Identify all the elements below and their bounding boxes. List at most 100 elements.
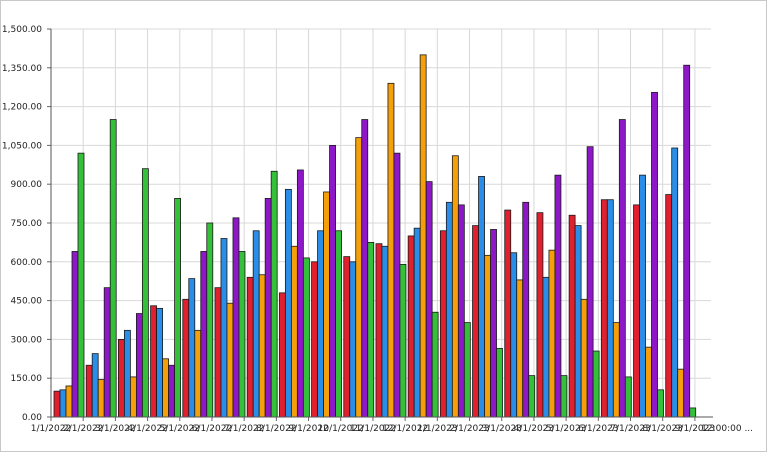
x-tick-label: 5/1/2023 (546, 424, 586, 434)
bar (490, 229, 497, 418)
bar (156, 307, 163, 418)
bar (536, 212, 544, 418)
bar (317, 230, 324, 418)
bar (407, 235, 415, 418)
bar (264, 198, 272, 418)
x-tick-label: 4/1/2023 (514, 424, 554, 434)
y-tick-label: 1,200.00 (2, 103, 42, 113)
bar (361, 119, 369, 418)
bar (59, 389, 67, 418)
bar (606, 199, 614, 418)
bar (109, 119, 117, 418)
bar (542, 276, 550, 418)
bar (671, 147, 679, 418)
x-tick-label: 4/1/2022 (127, 424, 167, 434)
bar (226, 302, 234, 418)
bar (162, 358, 169, 418)
bar (510, 252, 518, 418)
bar (528, 375, 536, 418)
x-tick-label: 2/1/2023 (449, 424, 489, 434)
bar (206, 222, 214, 418)
bar (355, 137, 363, 418)
x-tick-label: 12:00:00 ... (701, 424, 753, 434)
bar (574, 225, 582, 418)
x-tick-label: 8/1/2023 (642, 424, 682, 434)
bar (85, 364, 93, 418)
y-tick-label: 150.00 (11, 374, 43, 384)
bar (381, 245, 389, 418)
bar (560, 375, 568, 418)
bar (451, 155, 459, 418)
bar (445, 201, 453, 418)
bar (484, 254, 491, 418)
bar (174, 198, 181, 418)
bar (463, 322, 471, 418)
y-tick-label: 300.00 (11, 335, 43, 345)
y-tick-labels: 0.00 150.00 300.00 450.00 600.00 750.00 900.00… (2, 25, 42, 423)
bar (399, 263, 407, 418)
bar (232, 217, 240, 418)
bar (387, 82, 395, 418)
x-tick-label: 5/1/2022 (160, 424, 200, 434)
bar (168, 364, 175, 418)
x-tick-label: 3/1/2022 (95, 424, 135, 434)
bar (258, 274, 266, 418)
bar (431, 311, 439, 418)
y-tick-label: 450.00 (11, 297, 43, 307)
bar (586, 146, 594, 418)
bar (252, 230, 260, 418)
bar (516, 279, 524, 418)
bar (651, 91, 658, 418)
bar (129, 376, 137, 418)
bar (238, 251, 246, 418)
bar (496, 348, 503, 418)
x-tick-label: 2/1/2022 (63, 424, 103, 434)
bar (639, 174, 646, 418)
bar (141, 168, 149, 418)
bar (290, 245, 298, 418)
bar (77, 152, 85, 418)
bar (548, 249, 556, 418)
bar (554, 174, 562, 418)
y-tick-label: 0.00 (22, 413, 42, 423)
x-tick-label: 12/1/2022 (382, 424, 428, 434)
bar (522, 201, 530, 418)
y-tick-label: 1,350.00 (2, 64, 42, 74)
x-tick-labels: 1/1/20222/1/20223/1/20224/1/20225/1/2022… (31, 424, 753, 434)
bar (329, 144, 336, 418)
bar (296, 169, 304, 418)
bar (270, 170, 278, 418)
bar (214, 287, 222, 418)
x-tick-label: 3/1/2023 (482, 424, 522, 434)
bar (103, 287, 111, 418)
bar (335, 230, 342, 418)
x-tick-label: 9/1/2022 (288, 424, 328, 434)
bar (457, 204, 465, 418)
bar (123, 329, 131, 418)
bar (413, 227, 421, 418)
bar (677, 368, 685, 418)
y-tick-label: 900.00 (11, 180, 43, 190)
x-tick-label: 10/1/2022 (318, 424, 364, 434)
bar (580, 298, 588, 418)
bar (375, 243, 383, 418)
bar (343, 256, 351, 418)
x-tick-label: 9/1/2023 (675, 424, 715, 434)
bar (645, 346, 652, 418)
bar (71, 251, 79, 418)
bar (478, 176, 485, 418)
bar (323, 191, 330, 418)
y-tick-label: 750.00 (11, 219, 43, 229)
bar (278, 292, 286, 418)
bar (419, 54, 427, 418)
x-tick-label: 6/1/2023 (578, 424, 618, 434)
bar (367, 241, 375, 418)
x-tick-label: 11/1/2022 (350, 424, 396, 434)
bar (683, 64, 691, 418)
x-tick-label: 7/1/2022 (224, 424, 264, 434)
bars (53, 54, 697, 418)
bar (220, 238, 228, 418)
bar (91, 353, 99, 418)
bar (612, 322, 620, 418)
